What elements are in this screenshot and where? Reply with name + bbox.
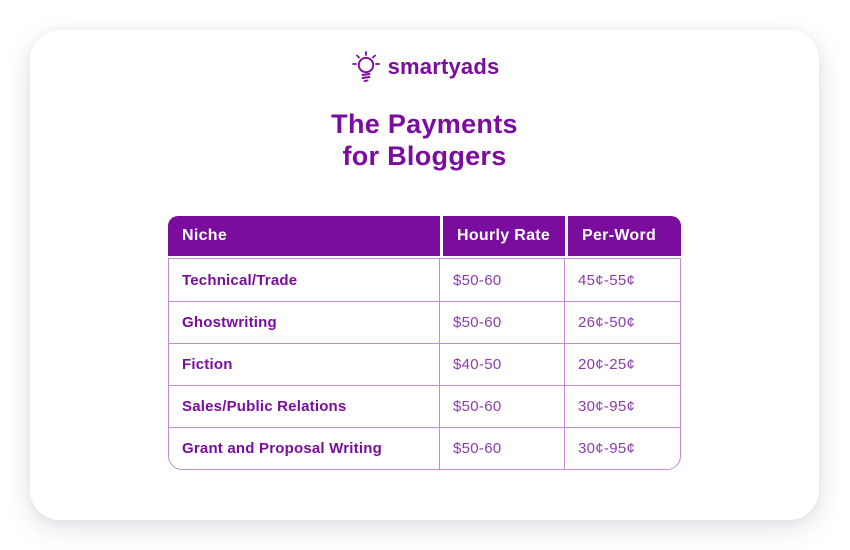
cell-per-word: 45¢-55¢ bbox=[578, 271, 636, 289]
cell-niche: Fiction bbox=[169, 344, 440, 385]
title-line-1: The Payments bbox=[331, 109, 518, 139]
cell-niche: Sales/Public Relations bbox=[169, 386, 440, 427]
cell-hourly-rate: $50-60 bbox=[440, 302, 565, 343]
brand-logo: smartyads bbox=[30, 46, 819, 88]
title-line-2: for Bloggers bbox=[342, 141, 507, 171]
table-row: Technical/Trade $50-60 45¢-55¢ bbox=[169, 259, 680, 301]
infographic-card: smartyads The Payments for Bloggers Niche… bbox=[30, 30, 819, 520]
payments-table: Niche Hourly Rate Per-Word Technical/Tra… bbox=[168, 216, 681, 470]
table-row: Sales/Public Relations $50-60 30¢-95¢ bbox=[169, 385, 680, 427]
cell-niche: Technical/Trade bbox=[169, 259, 440, 301]
table-body: Technical/Trade $50-60 45¢-55¢ Ghostwrit… bbox=[168, 258, 681, 470]
cell-per-word: 26¢-50¢ bbox=[578, 314, 636, 331]
page-title: The Payments for Bloggers bbox=[30, 108, 819, 172]
cell-per-word: 30¢-95¢ bbox=[578, 440, 636, 457]
column-header-hourly-rate: Hourly Rate bbox=[440, 216, 565, 256]
brand-name: smartyads bbox=[387, 54, 500, 79]
table-row: Ghostwriting $50-60 26¢-50¢ bbox=[169, 301, 680, 343]
column-header-niche: Niche bbox=[168, 216, 440, 256]
cell-hourly-rate: $50-60 bbox=[440, 259, 565, 301]
cell-hourly-rate: $40-50 bbox=[440, 344, 565, 385]
cell-hourly-rate: $50-60 bbox=[440, 386, 565, 427]
cell-per-word: 20¢-25¢ bbox=[578, 356, 636, 373]
column-header-per-word: Per-Word bbox=[565, 216, 681, 256]
table-row: Fiction $40-50 20¢-25¢ bbox=[169, 343, 680, 385]
cell-niche: Ghostwriting bbox=[169, 302, 440, 343]
cell-niche: Grant and Proposal Writing bbox=[169, 428, 440, 469]
table-row: Grant and Proposal Writing $50-60 30¢-95… bbox=[169, 427, 680, 469]
cell-per-word: 30¢-95¢ bbox=[578, 398, 636, 415]
table-header-row: Niche Hourly Rate Per-Word bbox=[168, 216, 681, 256]
lightbulb-icon bbox=[350, 49, 382, 85]
cell-hourly-rate: $50-60 bbox=[440, 428, 565, 469]
